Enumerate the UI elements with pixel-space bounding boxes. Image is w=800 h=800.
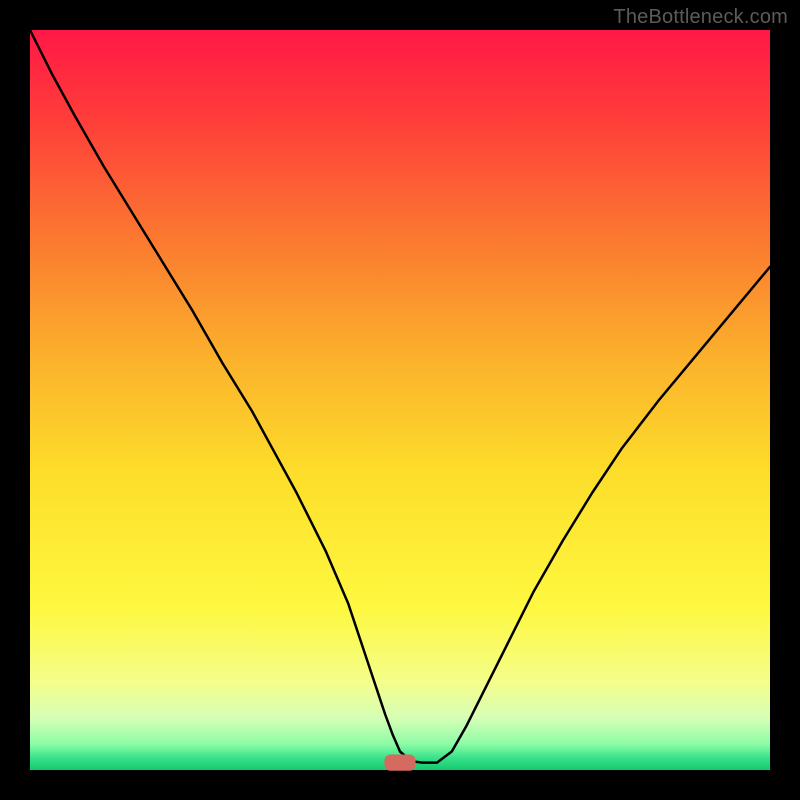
bottleneck-chart [0,0,800,800]
watermark-text: TheBottleneck.com [613,6,788,29]
minimum-marker [384,754,415,770]
chart-container: TheBottleneck.com [0,0,800,800]
